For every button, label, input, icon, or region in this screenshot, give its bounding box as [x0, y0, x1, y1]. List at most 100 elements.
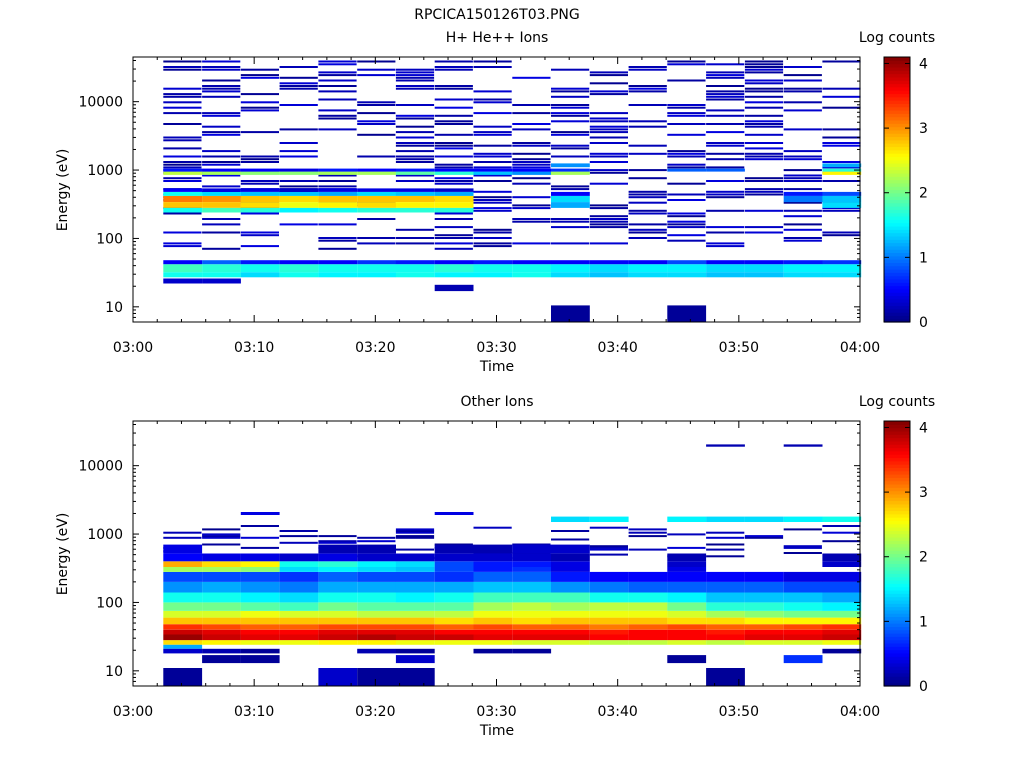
heatmap-cell	[163, 544, 203, 554]
colorbar-swatch	[884, 153, 910, 157]
colorbar-tick-label: 3	[919, 121, 928, 137]
heatmap-cell	[202, 218, 241, 220]
heatmap-cell	[473, 207, 512, 210]
colorbar-swatch	[884, 623, 910, 627]
heatmap-cell	[318, 629, 358, 635]
heatmap-cell	[667, 182, 706, 185]
heatmap-cell	[628, 531, 667, 534]
heatmap-cell	[512, 634, 552, 641]
colorbar-swatch	[884, 543, 910, 548]
colorbar-swatch	[884, 222, 910, 227]
heatmap-cell	[551, 581, 590, 593]
heatmap-cell	[783, 634, 823, 641]
heatmap-cell	[667, 305, 707, 322]
colorbar-swatch	[884, 70, 910, 75]
heatmap-cell	[434, 592, 474, 603]
colorbar-swatch	[884, 556, 910, 561]
heatmap-cell	[357, 155, 396, 158]
heatmap-cell	[628, 548, 667, 551]
heatmap-cell	[512, 166, 551, 169]
colorbar-swatch	[884, 527, 910, 531]
heatmap-cell	[395, 640, 435, 645]
heatmap-cell	[822, 128, 861, 131]
heatmap-cell	[822, 87, 861, 90]
heatmap-cell	[512, 158, 551, 161]
heatmap-cell	[279, 264, 319, 273]
heatmap-cell	[783, 223, 822, 226]
heatmap-cell	[512, 168, 552, 172]
heatmap-cell	[667, 193, 706, 196]
heatmap-cell	[473, 112, 512, 115]
heatmap-cell	[667, 112, 706, 115]
heatmap-cell	[551, 242, 590, 245]
heatmap-cell	[667, 168, 707, 172]
heatmap-cell	[822, 561, 862, 567]
heatmap-cell	[706, 640, 745, 645]
colorbar-swatch	[884, 553, 910, 558]
colorbar-tick-label: 2	[919, 186, 928, 202]
x-tick-label: 03:00	[113, 704, 153, 720]
heatmap-cell	[202, 174, 241, 177]
heatmap-cell	[512, 144, 551, 147]
heatmap-cell	[822, 581, 862, 593]
colorbar-swatch	[884, 156, 910, 161]
heatmap-cell	[163, 168, 203, 172]
heatmap-cell	[783, 237, 822, 239]
heatmap-cell	[163, 177, 202, 180]
heatmap-cell	[163, 166, 202, 169]
heatmap-cell	[357, 74, 396, 77]
heatmap-cell	[706, 543, 745, 546]
colorbar-swatch	[884, 295, 910, 300]
heatmap-cell	[589, 260, 629, 265]
colorbar-title: Log counts	[859, 30, 935, 46]
heatmap-cell	[744, 123, 784, 125]
heatmap-cell	[551, 544, 590, 554]
colorbar-swatch	[884, 566, 910, 571]
heatmap-cell	[706, 193, 745, 196]
heatmap-cell	[202, 185, 241, 188]
heatmap-cell	[240, 245, 279, 248]
heatmap-cell	[240, 553, 280, 562]
heatmap-cell	[706, 98, 745, 101]
heatmap-cell	[744, 209, 784, 212]
colorbar-swatch	[884, 510, 910, 515]
heatmap-cell	[667, 215, 706, 218]
heatmap-cell	[395, 567, 435, 572]
colorbar: 0 1 2 3 4	[883, 56, 928, 331]
heatmap-cell	[202, 231, 241, 234]
heatmap-cell	[667, 546, 706, 549]
colorbar-swatch	[884, 288, 910, 293]
heatmap-cell	[279, 530, 318, 532]
heatmap-cell	[357, 68, 396, 71]
heatmap-cell	[202, 79, 241, 82]
heatmap-cell	[589, 136, 628, 139]
colorbar-swatch	[884, 139, 910, 144]
heatmap-cell	[240, 195, 280, 203]
heatmap-cell	[202, 553, 241, 562]
heatmap-cell	[783, 158, 822, 161]
heatmap-cell	[163, 571, 203, 582]
heatmap-cell	[706, 611, 745, 618]
heatmap-cell	[551, 530, 590, 532]
heatmap-cell	[744, 226, 784, 229]
heatmap-cell	[279, 260, 319, 265]
heatmap-cell	[279, 223, 318, 226]
heatmap-cell	[395, 68, 435, 71]
x-tick-label: 04:00	[840, 704, 880, 720]
heatmap-cell	[240, 191, 280, 196]
heatmap-cell	[240, 74, 279, 77]
heatmap-cell	[318, 174, 357, 177]
heatmap-cell	[822, 195, 862, 203]
heatmap-cell	[744, 101, 784, 104]
heatmap-cell	[667, 592, 707, 603]
heatmap-cell	[395, 611, 435, 618]
heatmap-cell	[434, 188, 474, 192]
colorbar-swatch	[884, 245, 910, 250]
heatmap-cell	[783, 180, 822, 182]
heatmap-cell	[706, 668, 745, 686]
heatmap-cell	[628, 66, 667, 68]
heatmap-cell	[628, 640, 668, 645]
heatmap-cell	[240, 561, 280, 567]
colorbar-swatch	[884, 136, 910, 141]
heatmap-cell	[822, 260, 862, 265]
